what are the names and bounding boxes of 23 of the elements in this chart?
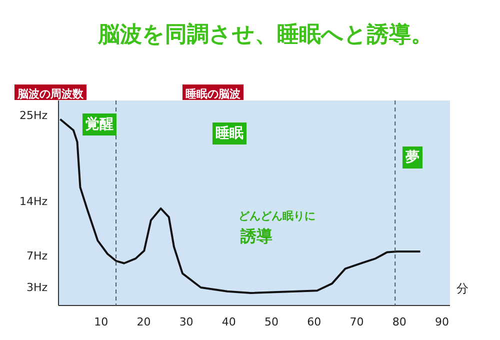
x-tick-label: 30 — [179, 316, 194, 328]
line-series — [59, 118, 422, 294]
x-tick-label: 10 — [94, 316, 108, 328]
x-axis-title: 分 — [456, 282, 468, 296]
x-tick-label: 60 — [307, 316, 322, 328]
annotation: 睡眠の脳波 — [186, 88, 242, 100]
annotation: 誘導 — [240, 226, 272, 246]
y-axis-title: 脳波の周波数 — [16, 88, 84, 100]
y-tick-label: 14Hz — [19, 194, 48, 208]
x-tick-label: 90 — [434, 316, 449, 328]
annotation: 覚醒 — [86, 116, 114, 132]
x-tick-label: 80 — [392, 316, 406, 328]
annotation: 夢 — [406, 150, 420, 166]
x-tick-label: 40 — [222, 316, 236, 328]
x-tick-label: 20 — [136, 316, 151, 328]
annotation: 睡眠 — [216, 126, 244, 142]
y-tick-label: 25Hz — [19, 108, 48, 122]
x-tick-label: 70 — [350, 316, 364, 328]
y-tick-label: 7Hz — [26, 250, 48, 263]
y-tick-label: 3Hz — [26, 281, 48, 294]
x-tick-label: 50 — [264, 316, 279, 328]
chart-title: 脳波を同調させ、睡眠へと誘導。 — [97, 22, 433, 48]
annotation: どんどん眠りに — [238, 210, 316, 222]
